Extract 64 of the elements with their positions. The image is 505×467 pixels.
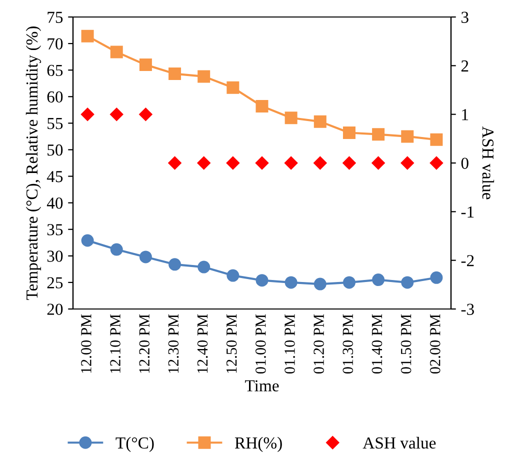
point xyxy=(342,276,356,289)
point xyxy=(139,250,152,264)
y2-tick-label: -2 xyxy=(461,255,474,266)
y-tick-label: 30 xyxy=(47,250,63,262)
y-tick-label: 20 xyxy=(47,304,63,315)
x-tick-label: 01.50 PM xyxy=(400,314,412,374)
point xyxy=(168,68,182,80)
legend-label: T(°C) xyxy=(116,436,154,452)
point xyxy=(372,274,385,286)
y2-tick-label: -3 xyxy=(461,304,474,315)
y-tick-label: 40 xyxy=(46,198,63,209)
point xyxy=(314,278,326,290)
y-tick-label: 70 xyxy=(48,38,63,50)
point xyxy=(226,81,240,94)
x-tick-label: 01.30 PM xyxy=(342,314,354,374)
point xyxy=(314,115,326,128)
x-tick-label: 01.00 PM xyxy=(256,314,266,374)
x-axis-title: Time xyxy=(245,380,279,392)
point xyxy=(430,271,443,284)
y2-tick-label: -1 xyxy=(461,206,474,218)
y2-tick-label: 2 xyxy=(461,60,468,72)
y-axis-title: Temperature (°C), Relative humidity (%) xyxy=(26,26,42,300)
y-tick-label: 75 xyxy=(48,12,63,23)
y-tick-label: 35 xyxy=(47,224,63,236)
x-tick-label: 12.00 PM xyxy=(81,314,92,373)
legend-label: ASH value xyxy=(362,436,436,449)
point xyxy=(198,70,210,83)
x-tick-label: 12.30 PM xyxy=(168,314,179,373)
x-tick-label: 01.10 PM xyxy=(284,314,295,374)
x-tick-label: 12.40 PM xyxy=(197,314,208,373)
point xyxy=(198,260,210,274)
x-tick-label: 12.50 PM xyxy=(226,314,237,373)
legend-label: RH(%) xyxy=(234,436,282,452)
point xyxy=(81,234,94,247)
point xyxy=(342,126,356,139)
x-tick-label: 12.10 PM xyxy=(110,314,121,373)
x-tick-label: 01.40 PM xyxy=(372,314,382,374)
point xyxy=(168,258,182,271)
point xyxy=(401,130,414,143)
y-tick-label: 50 xyxy=(48,144,63,156)
y-tick-label: 25 xyxy=(47,277,63,288)
point xyxy=(110,46,123,58)
x-tick-label: 12.20 PM xyxy=(139,314,150,373)
point xyxy=(256,274,268,287)
y2-tick-label: 0 xyxy=(461,158,468,169)
x-tick-label: 01.20 PM xyxy=(314,314,324,374)
point xyxy=(284,276,298,289)
point xyxy=(284,112,298,124)
point xyxy=(430,133,443,146)
point xyxy=(401,276,414,289)
y-tick-label: 45 xyxy=(46,171,63,182)
x-tick-label: 02.00 PM xyxy=(430,314,440,374)
point xyxy=(139,58,152,72)
y2-axis-title: ASH value xyxy=(482,126,494,200)
y-tick-label: 60 xyxy=(47,91,63,103)
y2-tick-label: 3 xyxy=(462,12,468,23)
point xyxy=(256,100,268,112)
y-tick-label: 55 xyxy=(48,118,63,130)
point xyxy=(226,269,240,282)
point xyxy=(81,30,94,42)
y-tick-label: 65 xyxy=(47,64,63,76)
y2-tick-label: 1 xyxy=(462,109,468,120)
point xyxy=(110,243,123,256)
point xyxy=(372,128,385,141)
